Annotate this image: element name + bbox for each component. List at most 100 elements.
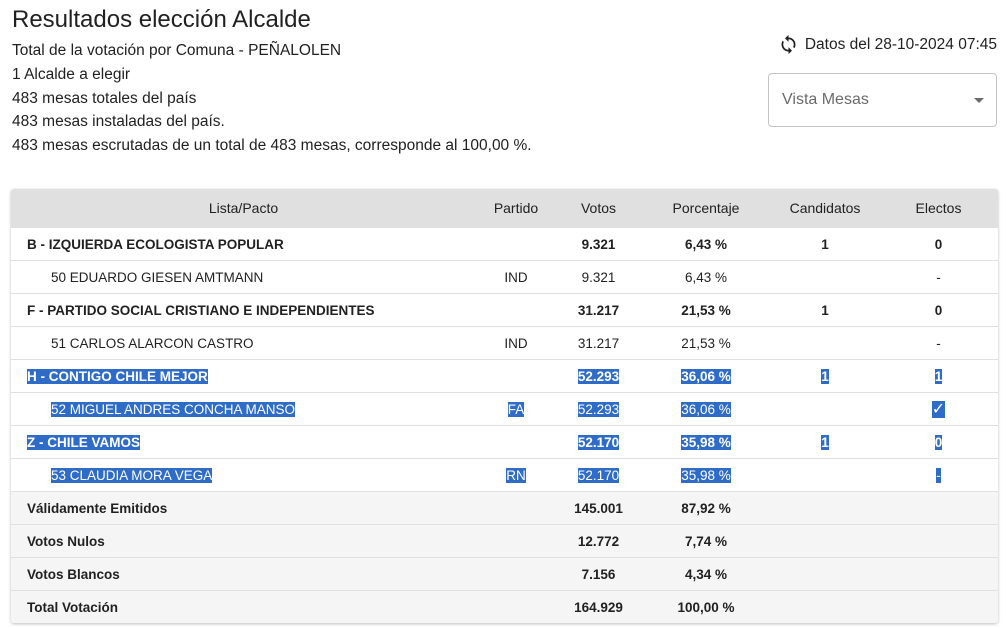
percentage-cell: 21,53 %: [641, 293, 771, 327]
results-table: Lista/Pacto Partido Votos Porcentaje Can…: [11, 189, 998, 623]
party-cell: [476, 491, 556, 525]
votes-cell: 12.772: [556, 524, 641, 558]
column-header[interactable]: Porcentaje: [641, 189, 771, 228]
votes-cell: 7.156: [556, 557, 641, 591]
select-value: Vista Mesas: [782, 91, 869, 108]
elected-cell: [879, 491, 998, 525]
selected-text: 52.293: [577, 401, 620, 417]
list-name: F - PARTIDO SOCIAL CRISTIANO E INDEPENDI…: [11, 293, 476, 327]
table-row: 51 CARLOS ALARCON CASTRO IND 31.217 21,5…: [11, 326, 998, 360]
percentage-cell: 21,53 %: [641, 326, 771, 360]
summary-row: Válidamente Emitidos 145.001 87,92 %: [11, 491, 998, 525]
selected-text: 53 CLAUDIA MORA VEGA: [51, 467, 213, 483]
percentage-cell: 35,98 %: [641, 458, 771, 492]
elected-cell: [879, 557, 998, 591]
column-header[interactable]: Lista/Pacto: [11, 189, 476, 228]
selected-text: -: [936, 467, 941, 483]
selected-text: 0: [934, 434, 943, 450]
selected-text: 35,98 %: [681, 434, 731, 450]
selected-text: Z - CHILE VAMOS: [27, 434, 140, 450]
candidates-cell: [771, 524, 879, 558]
column-header[interactable]: Electos: [879, 189, 998, 228]
party-cell: [476, 293, 556, 327]
summary-label: Total Votación: [11, 590, 476, 623]
percentage-cell: 100,00 %: [641, 590, 771, 623]
table-row: H - CONTIGO CHILE MEJOR 52.293 36,06 % 1…: [11, 359, 998, 393]
data-timestamp: Datos del 28-10-2024 07:45: [778, 34, 997, 55]
votes-cell: 145.001: [556, 491, 641, 525]
summary-label: Votos Nulos: [11, 524, 476, 558]
election-info: Total de la votación por Comuna - PEÑALO…: [12, 39, 532, 158]
date-text: Datos del 28-10-2024 07:45: [804, 35, 997, 53]
votes-cell: 164.929: [556, 590, 641, 623]
elected-cell: 0: [879, 425, 998, 459]
refresh-icon[interactable]: [778, 34, 799, 55]
subtitle: Total de la votación por Comuna - PEÑALO…: [12, 42, 342, 59]
info-line: 483 mesas instaladas del país.: [12, 113, 225, 131]
percentage-cell: 36,06 %: [641, 392, 771, 426]
party-cell: [476, 557, 556, 591]
selected-text: 52.170: [577, 434, 620, 450]
candidates-cell: [771, 557, 879, 591]
summary-row: Total Votación 164.929 100,00 %: [11, 590, 998, 623]
candidate-name: 52 MIGUEL ANDRES CONCHA MANSO: [11, 392, 476, 426]
candidates-cell: [771, 260, 879, 294]
selected-text: RN: [506, 467, 526, 483]
selected-text: 52 MIGUEL ANDRES CONCHA MANSO: [51, 401, 296, 417]
party-cell: [476, 425, 556, 459]
elected-cell: 0: [879, 293, 998, 327]
elected-cell: 0: [879, 227, 998, 261]
column-header[interactable]: Candidatos: [771, 189, 879, 228]
selected-text: 52.293: [577, 368, 620, 384]
summary-label: Válidamente Emitidos: [11, 491, 476, 525]
percentage-cell: 4,34 %: [641, 557, 771, 591]
percentage-cell: 87,92 %: [641, 491, 771, 525]
table-row: 53 CLAUDIA MORA VEGA RN 52.170 35,98 % -: [11, 458, 998, 492]
table-row: 52 MIGUEL ANDRES CONCHA MANSO FA 52.293 …: [11, 392, 998, 426]
votes-cell: 9.321: [556, 260, 641, 294]
candidates-cell: 1: [771, 425, 879, 459]
elected-cell: [879, 590, 998, 623]
vista-select[interactable]: Vista Mesas: [768, 73, 997, 127]
elected-cell: ✓: [879, 392, 998, 426]
party-cell: [476, 359, 556, 393]
column-header[interactable]: Partido: [476, 189, 556, 228]
votes-cell: 52.293: [556, 392, 641, 426]
candidates-cell: 1: [771, 293, 879, 327]
page-title: Resultados elección Alcalde: [12, 6, 311, 33]
elected-cell: [879, 524, 998, 558]
table-row: B - IZQUIERDA ECOLOGISTA POPULAR 9.321 6…: [11, 227, 998, 261]
party-cell: [476, 590, 556, 623]
list-name: H - CONTIGO CHILE MEJOR: [11, 359, 476, 393]
selected-text: 1: [821, 434, 829, 450]
elected-cell: -: [879, 326, 998, 360]
selected-text: FA: [507, 401, 525, 417]
percentage-cell: 6,43 %: [641, 260, 771, 294]
candidates-cell: [771, 491, 879, 525]
column-header[interactable]: Votos: [556, 189, 641, 228]
selected-text: 1: [934, 368, 943, 384]
party-cell: [476, 227, 556, 261]
party-cell: IND: [476, 260, 556, 294]
selected-text: H - CONTIGO CHILE MEJOR: [27, 368, 208, 384]
elected-cell: -: [879, 260, 998, 294]
selected-text: 1: [821, 368, 829, 384]
info-line: 483 mesas escrutadas de un total de 483 …: [12, 137, 532, 155]
table-header-row: Lista/Pacto Partido Votos Porcentaje Can…: [11, 189, 998, 228]
candidates-cell: [771, 326, 879, 360]
selected-text: 52.170: [577, 467, 620, 483]
summary-label: Votos Blancos: [11, 557, 476, 591]
votes-cell: 9.321: [556, 227, 641, 261]
summary-row: Votos Blancos 7.156 4,34 %: [11, 557, 998, 591]
list-name: Z - CHILE VAMOS: [11, 425, 476, 459]
votes-cell: 52.293: [556, 359, 641, 393]
elected-cell: -: [879, 458, 998, 492]
candidate-name: 53 CLAUDIA MORA VEGA: [11, 458, 476, 492]
votes-cell: 31.217: [556, 293, 641, 327]
table-row: F - PARTIDO SOCIAL CRISTIANO E INDEPENDI…: [11, 293, 998, 327]
votes-cell: 52.170: [556, 458, 641, 492]
party-cell: FA: [476, 392, 556, 426]
candidate-name: 50 EDUARDO GIESEN AMTMANN: [11, 260, 476, 294]
party-cell: IND: [476, 326, 556, 360]
list-name: B - IZQUIERDA ECOLOGISTA POPULAR: [11, 227, 476, 261]
